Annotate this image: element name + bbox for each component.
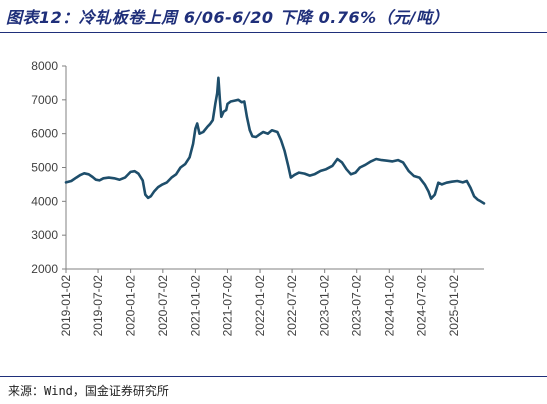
y-tick-label: 2000 <box>31 262 58 276</box>
y-tick-label: 6000 <box>31 127 58 141</box>
y-tick-label: 3000 <box>31 228 58 242</box>
x-tick-label: 2025-01-02 <box>447 275 461 337</box>
y-tick-label: 7000 <box>31 93 58 107</box>
x-tick-label: 2024-01-02 <box>382 275 396 337</box>
x-tick-label: 2024-07-02 <box>415 275 429 337</box>
chart-axes <box>62 65 484 273</box>
chart-plot-area <box>64 76 486 205</box>
x-tick-label: 2019-01-02 <box>59 275 73 337</box>
chart-title: 图表12：冷轧板卷上周 6/06-6/20 下降 0.76%（元/吨） <box>6 8 449 27</box>
x-tick-label: 2020-07-02 <box>156 275 170 337</box>
x-tick-label: 2023-07-02 <box>350 275 364 337</box>
x-tick-label: 2019-07-02 <box>91 275 105 337</box>
title-divider <box>0 32 547 33</box>
title-bar: 图表12：冷轧板卷上周 6/06-6/20 下降 0.76%（元/吨） <box>0 0 547 34</box>
x-tick-label: 2020-01-02 <box>124 275 138 337</box>
series-line-0 <box>64 76 486 205</box>
y-tick-label: 8000 <box>31 59 58 73</box>
x-tick-label: 2021-01-02 <box>188 275 202 337</box>
y-tick-label: 5000 <box>31 161 58 175</box>
source-note: 来源：Wind，国金证券研究所 <box>8 384 169 398</box>
x-tick-label: 2022-07-02 <box>285 275 299 337</box>
y-tick-label: 4000 <box>31 194 58 208</box>
x-tick-label: 2022-01-02 <box>253 275 267 337</box>
x-tick-label: 2021-07-02 <box>220 275 234 337</box>
chart-tick-labels: 2000 3000 4000 5000 6000 7000 8000 2019-01-02 20… <box>31 59 461 336</box>
footer-divider <box>0 376 547 377</box>
x-tick-label: 2023-01-02 <box>318 275 332 337</box>
